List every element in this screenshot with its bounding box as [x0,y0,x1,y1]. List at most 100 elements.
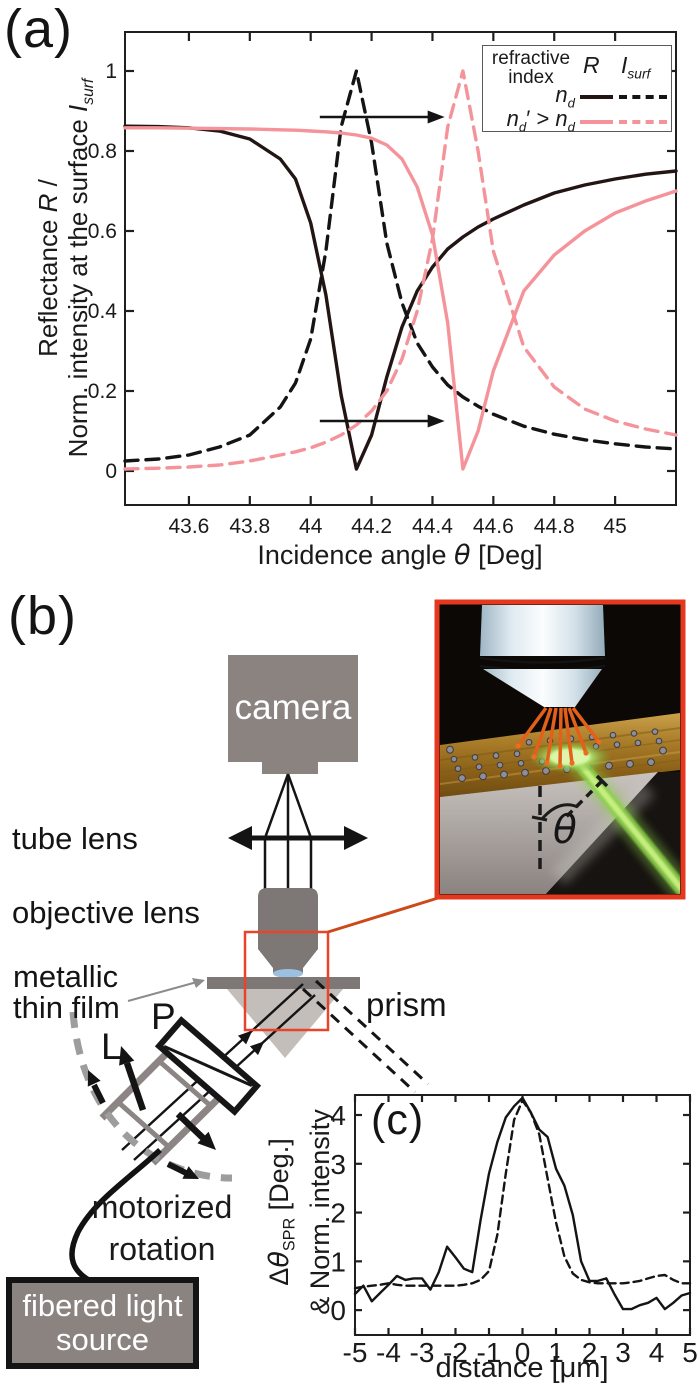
objective-lens-body [258,888,318,973]
translate-arrowhead-up-icon [119,1046,135,1066]
film-pointer-arrowhead-icon [192,978,205,988]
camera-body [228,655,358,762]
legend-sample-Isurf-ndp [619,120,667,124]
nanoparticle-icon [517,760,525,767]
theta-angle-arc [540,803,579,820]
reflected-beam-dashed-2 [314,979,430,1086]
y-tick-label: 0.8 [88,140,117,163]
nanoparticle-icon [647,758,655,767]
legend-sample-R-nd [580,95,613,99]
tube-lens-arrowhead-right-icon [344,826,368,850]
inset-connector-line [327,896,439,934]
rotation-arrow-lower [166,1161,190,1177]
x-tick-label: 5 [682,1337,698,1368]
panel_c-curve [353,1096,692,1311]
panel_a-curve [123,69,678,463]
x-tick-label: 44.8 [534,515,575,538]
nanoparticle-icon [450,755,458,763]
prism-label: prism [366,986,447,1023]
nanoparticle-icon [513,750,521,758]
x-tick-label: -2 [443,1337,468,1368]
mount-crossbar-1 [99,1042,178,1121]
y-tick-label: 0.4 [88,300,118,323]
shift-arrowhead-icon [427,110,445,124]
y-tick-label: 3 [330,1149,346,1180]
legend-sample-Isurf-nd [619,95,667,99]
metallic-thin-film-label: metallic thin film [13,959,120,1025]
tube-lens-arrowhead-left-icon [228,826,252,850]
nanoparticle-icon [626,760,634,768]
legend-box: refractive index R Isurf nd nd′ > nd [482,45,672,134]
y-tick-label: 1 [330,1246,346,1277]
x-tick-label: 45 [603,515,626,538]
y-tick-label: 4 [330,1100,346,1131]
nanoparticle-icon [655,737,663,745]
panel_a-curve [123,124,678,471]
setup-diagram [69,655,439,1286]
x-tick-label: 44 [299,515,323,538]
nanoparticle-icon [454,765,462,772]
theta-label: θ [553,808,577,853]
fiber-cable [69,1147,162,1286]
y-tick-label: 1 [105,60,117,83]
motorized-rotation-label: motorized rotation [91,1189,233,1267]
metallic-thin-film-bar [207,977,360,989]
y-tick-label: 0.6 [88,220,117,243]
panel_a-axes-box [124,31,677,506]
legend-col-R: R [583,52,600,78]
x-tick-label: -1 [477,1337,502,1368]
rotation-arc [69,1011,233,1182]
c-xaxis-title: distance [μm] [435,1352,609,1384]
focused-rays [516,706,601,767]
objective-ring-1 [479,656,606,664]
nanoparticle-icon [630,730,638,737]
c-yaxis-title: ΔθSPR [Deg.] & Norm. intensity [264,1109,336,1315]
y-tick-label: 0 [105,460,117,483]
inset-objective-barrel [480,605,605,656]
x-tick-label: 44.6 [473,515,514,538]
nanoparticle-icon [475,763,483,771]
beam-arrowhead-1-icon [238,1030,253,1045]
mount-rail-2 [157,1059,214,1109]
x-tick-label: 43.6 [168,515,209,538]
rotation-arrowhead-upper-icon [87,1070,101,1087]
nanoparticle-icon [609,731,617,739]
film-pointer-line [127,981,198,1002]
nanoparticle-icon [496,761,504,769]
nanoparticle-icon [446,745,454,754]
panel_c-curve [353,1099,692,1290]
legend-header: refractive index [491,48,571,88]
incident-ray-marker [564,779,604,819]
nanoparticle-icon [479,772,487,781]
lens-label: L [101,1026,122,1067]
nanoparticle-icon [500,770,508,779]
spr-angle-chart: 43.6 43.8 44 44.2 44.4 44.6 44.8 45 0 0.2 0.4 0.6 0.… [88,31,678,538]
x-tick-label: 44.4 [412,515,453,538]
translate-arrow-down [175,1111,206,1141]
shift-arrowhead-icon [427,414,445,428]
nanoparticle-icon [525,738,533,746]
inset-objective-cone [483,669,602,707]
panel-c-label: (c) [371,1096,425,1144]
ray-tips [515,739,602,769]
light-ray-right [286,773,313,889]
panel-a-label: (a) [4,0,73,59]
x-tick-label: 0 [515,1337,531,1368]
objective-front-lens [273,969,303,978]
nanoparticle-icon [651,728,659,735]
legend-row1-label: nd [555,82,575,111]
x-tick-label: 2 [582,1337,598,1368]
zoom-region-box [243,930,330,1032]
y-tick-label: 0 [330,1295,346,1326]
spr-inset-render [434,599,686,900]
nanoparticle-icon [458,774,466,782]
x-tick-label: 43.8 [229,515,270,538]
objective-lens-label: objective lens [12,895,200,930]
translate-arrow-up [123,1061,147,1112]
tube-lens-label: tube lens [12,821,138,856]
x-tick-label: 1 [548,1337,564,1368]
legend-col-Isurf: Isurf [621,52,651,82]
